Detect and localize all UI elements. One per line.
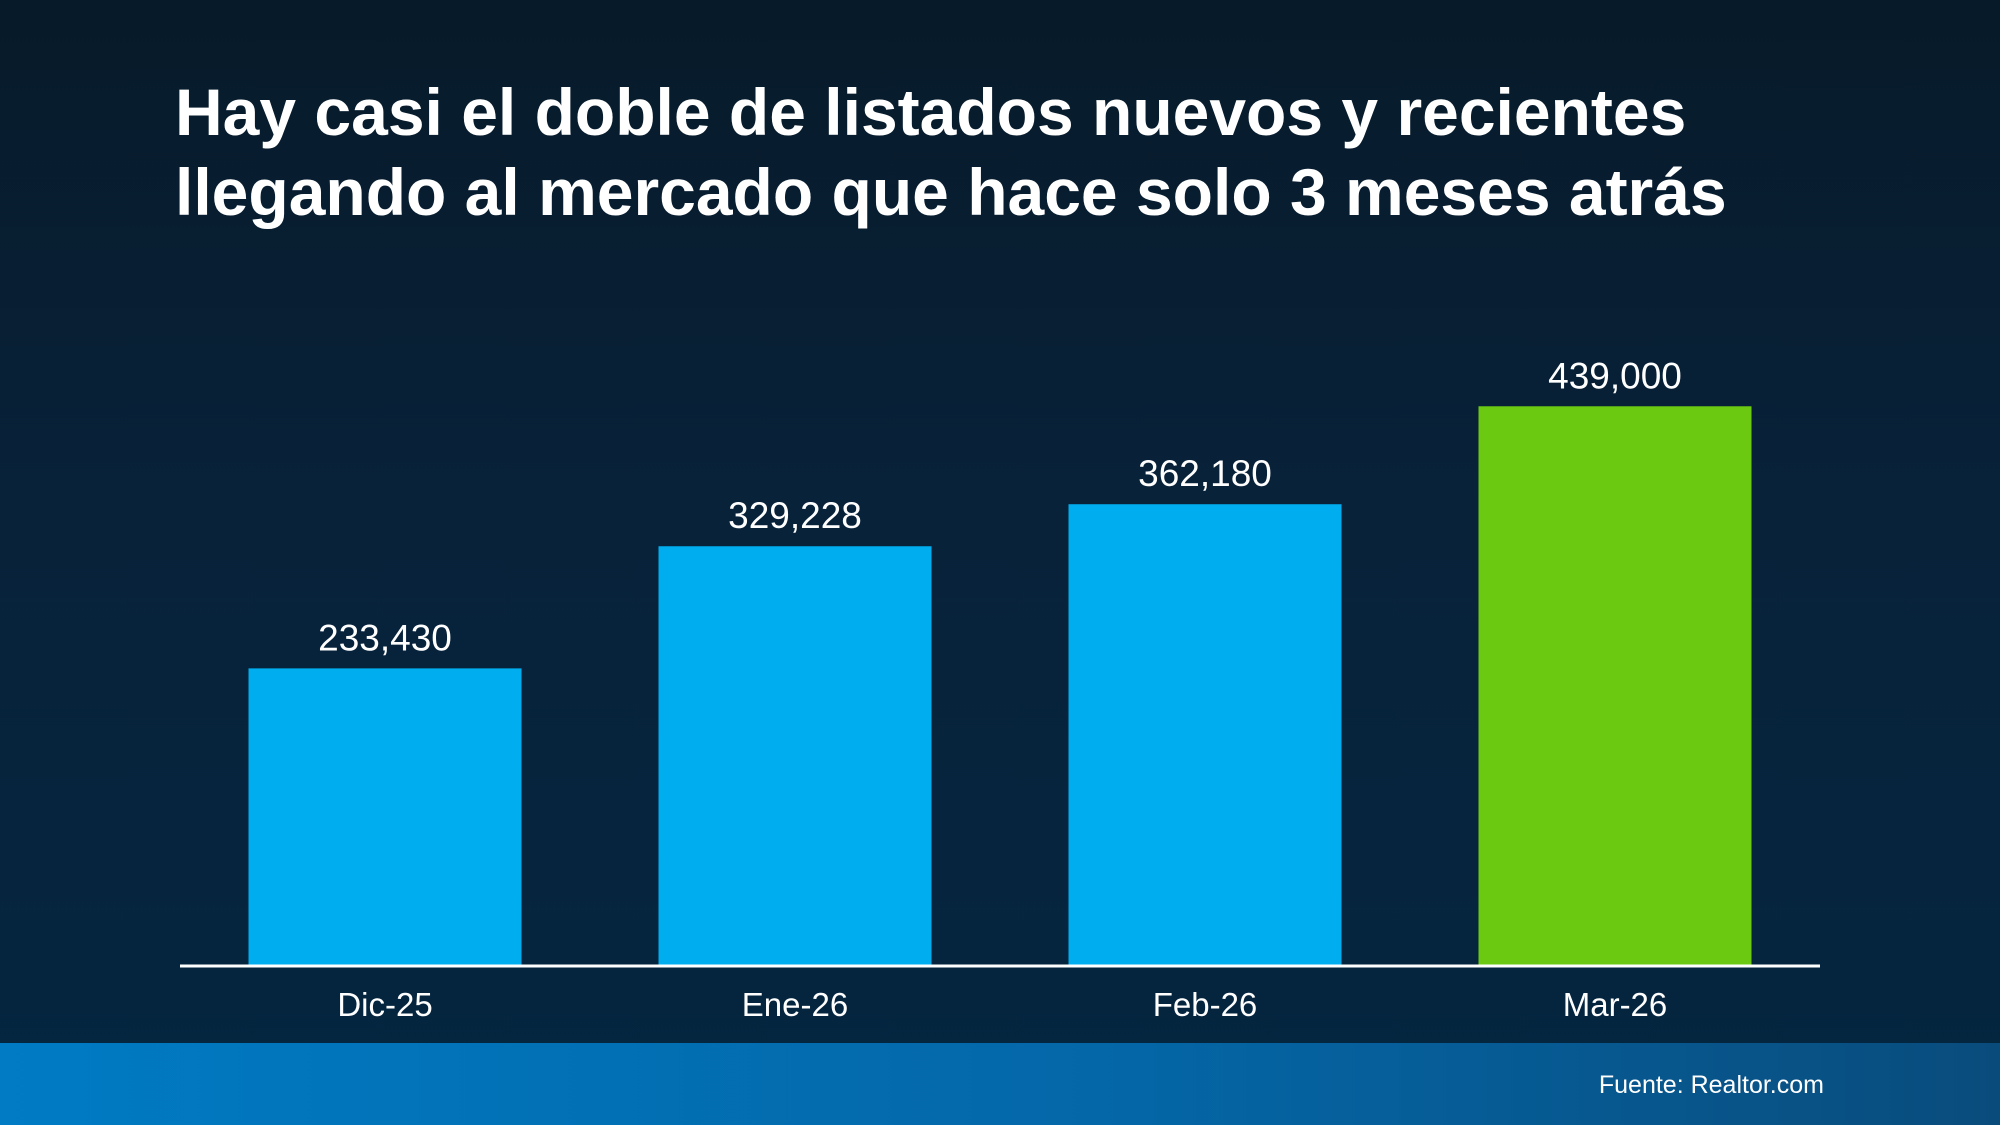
chart-title-line-1: Hay casi el doble de listados nuevos y r… <box>175 75 1687 149</box>
bar-feb-26 <box>1068 504 1342 966</box>
category-label-mar-26: Mar-26 <box>1563 986 1668 1023</box>
category-label-ene-26: Ene-26 <box>742 986 848 1023</box>
value-label-mar-26: 439,000 <box>1548 355 1682 396</box>
chart-title-line-2: llegando al mercado que hace solo 3 mese… <box>175 155 1727 229</box>
value-label-ene-26: 329,228 <box>728 495 862 536</box>
value-label-feb-26: 362,180 <box>1138 453 1272 494</box>
chart-title: Hay casi el doble de listados nuevos y r… <box>175 72 1875 232</box>
bar-mar-26 <box>1478 406 1752 966</box>
bars-group <box>248 406 1752 966</box>
bar-ene-26 <box>658 546 932 966</box>
category-label-feb-26: Feb-26 <box>1153 986 1258 1023</box>
source-note: Fuente: Realtor.com <box>1598 1071 1824 1099</box>
bar-dic-25 <box>248 668 522 966</box>
value-labels-group: 233,430 329,228 362,180 439,000 <box>318 355 1682 658</box>
value-label-dic-25: 233,430 <box>318 617 452 658</box>
category-label-dic-25: Dic-25 <box>337 986 432 1023</box>
footer-bar: Fuente: Realtor.com <box>0 1043 2000 1125</box>
category-labels-group: Dic-25 Ene-26 Feb-26 Mar-26 <box>337 986 1667 1023</box>
